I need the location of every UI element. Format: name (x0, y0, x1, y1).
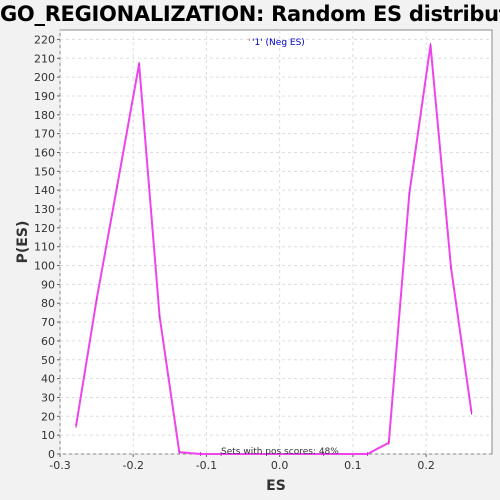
x-tick-label: -0.2 (122, 459, 143, 472)
x-axis-title: ES (266, 478, 286, 494)
chart-title: GO_REGIONALIZATION: Random ES distributi… (0, 2, 500, 26)
y-tick-label: 210 (34, 52, 55, 65)
pos-scores-annotation: Sets with pos scores: 48% (221, 447, 339, 457)
axis-ticks: 0 10 20 30 40 50 60 70 80 90 100 110 120 130 140 150 160… (34, 33, 435, 472)
y-tick-label: 20 (41, 410, 55, 423)
x-tick-label: -0.1 (196, 459, 217, 472)
y-tick-label: 220 (34, 33, 55, 46)
x-tick-label: 0.1 (344, 459, 362, 472)
y-tick-label: 40 (41, 373, 55, 386)
y-tick-label: 170 (34, 128, 55, 141)
legend-marker: ' (248, 38, 250, 48)
y-tick-label: 60 (41, 335, 55, 348)
y-tick-label: 90 (41, 278, 55, 291)
y-tick-label: 70 (41, 316, 55, 329)
y-tick-label: 80 (41, 297, 55, 310)
x-tick-label: 0.0 (271, 459, 289, 472)
x-tick-label: -0.3 (49, 459, 70, 472)
y-tick-label: 0 (48, 448, 55, 461)
x-tick-label: 0.2 (417, 459, 435, 472)
y-tick-label: 120 (34, 222, 55, 235)
y-tick-label: 110 (34, 241, 55, 254)
y-tick-label: 100 (34, 260, 55, 273)
y-tick-label: 180 (34, 109, 55, 122)
y-tick-label: 130 (34, 203, 55, 216)
y-tick-label: 10 (41, 429, 55, 442)
legend-label: '1' (Neg ES) (252, 38, 305, 48)
y-tick-label: 50 (41, 354, 55, 367)
y-tick-label: 190 (34, 90, 55, 103)
y-axis-title: P(ES) (15, 221, 31, 264)
plot-background (59, 29, 493, 455)
y-tick-label: 160 (34, 146, 55, 159)
series-layer (75, 43, 473, 456)
y-tick-label: 30 (41, 391, 55, 404)
y-tick-label: 140 (34, 184, 55, 197)
y-tick-label: 150 (34, 165, 55, 178)
y-tick-label: 200 (34, 71, 55, 84)
grid-lines (59, 30, 492, 455)
